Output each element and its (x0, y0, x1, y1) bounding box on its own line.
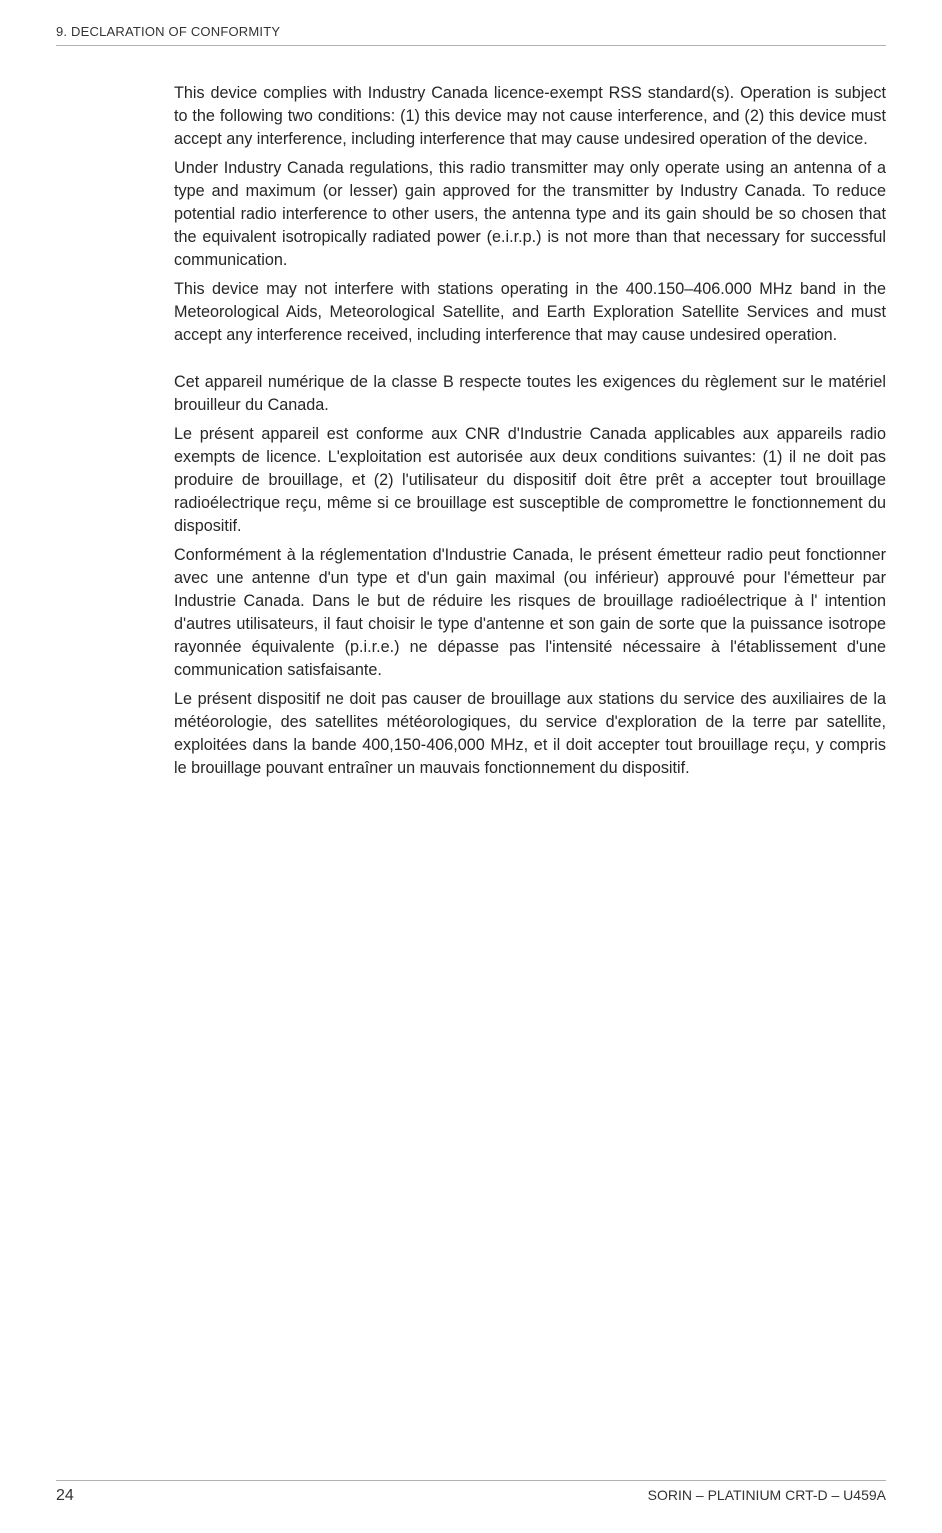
paragraph: Cet appareil numérique de la classe B re… (174, 371, 886, 417)
paragraph: This device may not interfere with stati… (174, 278, 886, 347)
header-rule (56, 45, 886, 46)
paragraph-gap (174, 353, 886, 371)
paragraph: Under Industry Canada regulations, this … (174, 157, 886, 272)
paragraph: Le présent appareil est conforme aux CNR… (174, 423, 886, 538)
footer-row: 24 SORIN – PLATINIUM CRT-D – U459A (56, 1487, 886, 1505)
paragraph: Conformément à la réglementation d'Indus… (174, 544, 886, 682)
paragraph: Le présent dispositif ne doit pas causer… (174, 688, 886, 780)
running-head: 9. DECLARATION OF CONFORMITY (56, 24, 886, 39)
body-column: This device complies with Industry Canad… (174, 82, 886, 780)
page: 9. DECLARATION OF CONFORMITY This device… (0, 0, 942, 1533)
paragraph: This device complies with Industry Canad… (174, 82, 886, 151)
footer: 24 SORIN – PLATINIUM CRT-D – U459A (0, 1480, 942, 1505)
page-number: 24 (56, 1487, 74, 1505)
doc-id: SORIN – PLATINIUM CRT-D – U459A (648, 1487, 886, 1505)
footer-rule (56, 1480, 886, 1481)
